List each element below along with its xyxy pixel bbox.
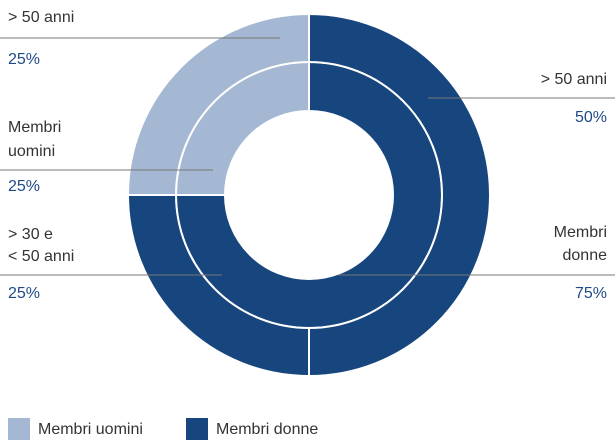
slice-label: donne bbox=[563, 247, 608, 264]
legend-label: Membri donne bbox=[216, 421, 318, 438]
legend-label: Membri uomini bbox=[38, 421, 143, 438]
slice-label: > 30 e bbox=[8, 226, 53, 243]
slice-label: > 50 anni bbox=[541, 71, 607, 88]
slice-label: Membri bbox=[8, 119, 61, 136]
legend-swatch bbox=[8, 418, 30, 440]
donut-slice bbox=[126, 12, 310, 196]
slice-value: 75% bbox=[575, 285, 607, 302]
legend-swatch bbox=[186, 418, 208, 440]
slice-value: 25% bbox=[8, 285, 40, 302]
slice-value: 25% bbox=[8, 51, 40, 68]
slice-label: Membri bbox=[554, 224, 607, 241]
slice-label: > 50 anni bbox=[8, 9, 74, 26]
slice-value: 25% bbox=[8, 178, 40, 195]
slice-label: < 50 anni bbox=[8, 248, 74, 265]
slice-value: 50% bbox=[575, 109, 607, 126]
donut-slice bbox=[308, 12, 491, 378]
slice-label: uomini bbox=[8, 143, 55, 160]
